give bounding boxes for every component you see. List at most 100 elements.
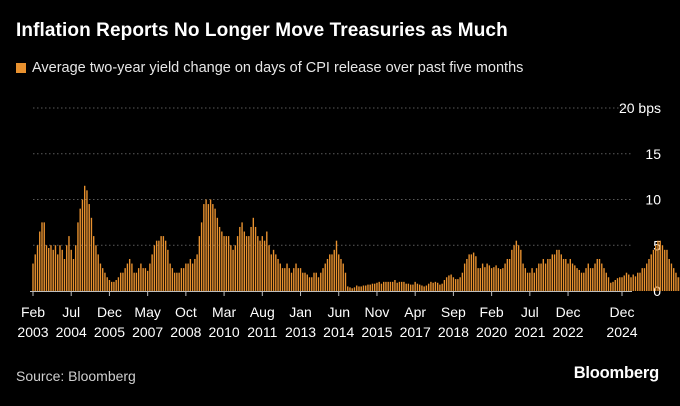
- bar: [140, 263, 142, 291]
- bar: [241, 222, 243, 292]
- bar: [203, 204, 205, 291]
- bar: [48, 248, 50, 291]
- bar: [634, 276, 637, 291]
- bar: [625, 272, 628, 291]
- bar: [637, 272, 639, 291]
- x-tick-label-month: Aug: [250, 304, 275, 320]
- bar: [565, 258, 567, 291]
- bar: [580, 272, 583, 291]
- bar: [385, 281, 387, 291]
- bar: [542, 258, 545, 291]
- bar: [664, 249, 666, 291]
- x-tick-label-month: Apr: [404, 304, 426, 320]
- bar: [95, 245, 97, 291]
- bar: [146, 270, 149, 291]
- bar: [313, 272, 315, 291]
- bar: [158, 240, 160, 291]
- bar: [77, 222, 79, 292]
- bar: [367, 284, 369, 291]
- bar: [88, 204, 90, 291]
- bar: [344, 272, 347, 291]
- bar: [551, 254, 553, 291]
- x-tick-label-month: Sep: [441, 304, 466, 320]
- bar: [479, 268, 482, 292]
- bar: [144, 268, 147, 292]
- bar: [187, 263, 189, 291]
- bar: [284, 268, 286, 292]
- bar: [493, 267, 495, 291]
- x-tick-label-year: 2015: [361, 324, 392, 340]
- bar: [470, 254, 473, 291]
- bar: [443, 280, 446, 291]
- x-tick-label-year: 2020: [476, 324, 507, 340]
- bar: [454, 279, 457, 291]
- bar: [113, 281, 115, 291]
- bar: [576, 268, 578, 292]
- bar: [142, 268, 144, 292]
- bar: [657, 240, 659, 291]
- bar: [223, 236, 225, 291]
- bar: [466, 258, 468, 291]
- bar: [666, 249, 668, 291]
- bar: [225, 236, 228, 291]
- bar: [57, 254, 59, 291]
- bar: [90, 217, 93, 291]
- bar: [218, 226, 221, 291]
- bar: [461, 272, 464, 291]
- bar: [632, 274, 634, 291]
- bar: [394, 280, 396, 291]
- bar: [488, 265, 491, 291]
- bar: [540, 263, 542, 291]
- bar: [409, 284, 412, 291]
- bar: [650, 254, 652, 291]
- bar: [104, 272, 106, 291]
- bar: [441, 283, 443, 291]
- bar: [347, 286, 349, 291]
- bar: [439, 284, 441, 291]
- bar: [275, 254, 277, 291]
- bar: [659, 240, 661, 291]
- bar: [297, 268, 299, 292]
- bar: [41, 222, 43, 292]
- bar: [263, 240, 266, 291]
- bar: [63, 258, 66, 291]
- bar: [562, 258, 565, 291]
- bar: [374, 283, 376, 291]
- bar: [526, 272, 529, 291]
- bar: [468, 254, 470, 291]
- bar: [677, 277, 679, 291]
- bar: [293, 268, 295, 292]
- x-tick-label-month: Mar: [212, 304, 236, 320]
- bar: [72, 258, 75, 291]
- bar: [149, 263, 151, 291]
- bar: [497, 268, 500, 292]
- bar: [124, 268, 126, 292]
- bar: [128, 258, 131, 291]
- x-tick-label-month: Feb: [480, 304, 504, 320]
- x-tick-label-year: 2005: [94, 324, 125, 340]
- bar: [436, 282, 439, 291]
- bar: [535, 268, 538, 292]
- bar: [547, 258, 549, 291]
- bar: [290, 272, 293, 291]
- x-tick-label-year: 2013: [285, 324, 316, 340]
- bar: [252, 217, 255, 291]
- bar: [34, 254, 36, 291]
- bar: [594, 263, 596, 291]
- bar: [162, 236, 165, 291]
- bar: [173, 272, 176, 291]
- bar: [59, 245, 61, 291]
- bar: [556, 249, 558, 291]
- bar: [250, 226, 252, 291]
- chart-title: Inflation Reports No Longer Move Treasur…: [16, 20, 508, 41]
- bar: [531, 268, 533, 292]
- bar: [214, 208, 216, 291]
- bar: [583, 272, 585, 291]
- bar: [68, 236, 70, 291]
- bar: [646, 263, 648, 291]
- legend-label: Average two-year yield change on days of…: [32, 60, 524, 76]
- bar: [160, 236, 162, 291]
- bar: [558, 249, 560, 291]
- x-tick-label-month: Jun: [327, 304, 350, 320]
- x-tick-label-month: Dec: [97, 304, 122, 320]
